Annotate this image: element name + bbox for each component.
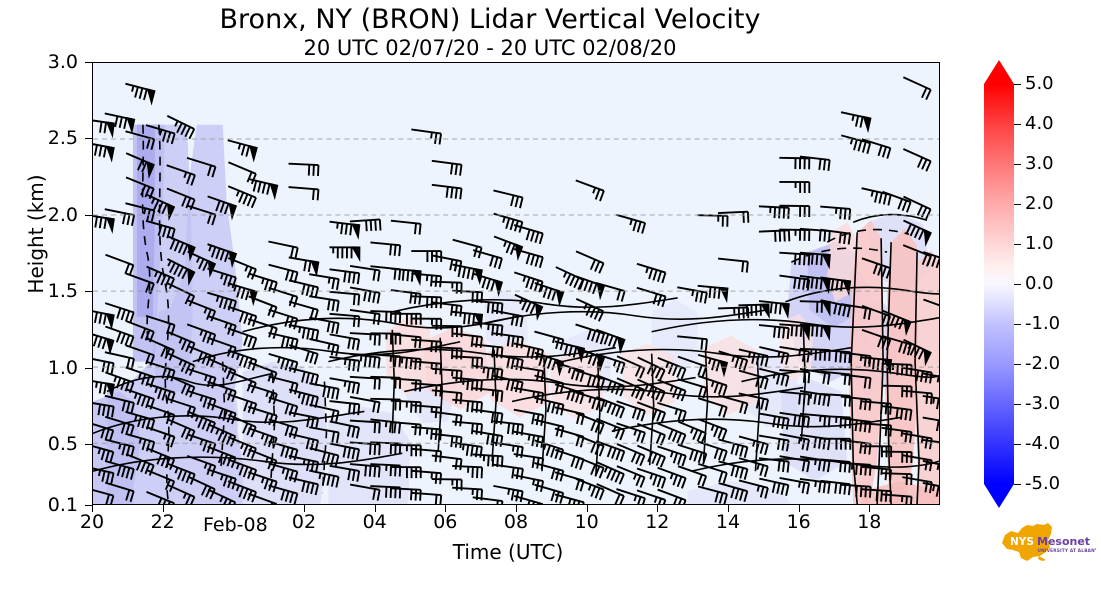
logo-name: Mesonet (1037, 535, 1090, 548)
y-tick-label-6: 3.0 (47, 51, 78, 73)
colorbar-tick-label-4: 1.0 (1025, 233, 1054, 254)
colorbar-extend-bottom-arrow (984, 484, 1014, 508)
y-tick-label-1: 0.5 (47, 433, 78, 455)
colorbar-tick-label-2: 3.0 (1025, 153, 1054, 174)
colorbar-tick-label-5: 0.0 (1025, 273, 1054, 294)
colorbar-tick-label-7: -2.0 (1025, 353, 1061, 374)
y-tick-label-2: 1.0 (47, 356, 78, 379)
x-tick-label-5: 08 (503, 511, 529, 533)
x-tick-label-1: 22 (150, 511, 175, 533)
x-tick-label-3: 04 (362, 511, 387, 533)
gridlines (93, 138, 939, 444)
y-tick-label-5: 2.5 (47, 127, 78, 150)
velocity-field (93, 63, 939, 504)
chart-title: Bronx, NY (BRON) Lidar Vertical Velocity (219, 4, 761, 35)
x-axis-title: Time (UTC) (452, 540, 564, 564)
negative-velocity-regions (93, 124, 932, 504)
x-tick-label-0: 20 (79, 511, 105, 533)
colorbar: 5.0 4.0 3.0 2.0 1.0 0.0 -1.0 -2.0 -3.0 -… (984, 60, 1060, 510)
colorbar-tick-label-6: -1.0 (1025, 313, 1061, 334)
colorbar-tick-label-8: -3.0 (1025, 393, 1061, 414)
colorbar-tick-label-10: -5.0 (1025, 473, 1061, 494)
x-tick-label-8: 14 (715, 511, 741, 533)
logo-affiliation: UNIVERSITY AT ALBANY (1038, 548, 1097, 554)
colorbar-tick-label-9: -4.0 (1025, 433, 1061, 454)
x-tick-label-4: 06 (433, 511, 458, 533)
colorbar-tick-label-3: 2.0 (1025, 193, 1054, 214)
nys-mesonet-logo: NYS Mesonet UNIVERSITY AT ALBANY (1002, 523, 1097, 561)
x-tick-label-2: 02 (291, 511, 317, 533)
chart-subtitle: 20 UTC 02/07/20 - 20 UTC 02/08/20 (303, 36, 677, 60)
logo-state-label: NYS (1010, 536, 1034, 548)
y-tick-label-3: 1.5 (47, 280, 78, 302)
plot-area (92, 62, 940, 505)
x-tick-label-10: 18 (857, 511, 882, 533)
ny-state-shape-icon (1002, 523, 1052, 561)
colorbar-tick-label-1: 4.0 (1025, 113, 1054, 134)
colorbar-extend-top-arrow (984, 60, 1014, 84)
x-tick-label-6: 10 (574, 511, 599, 533)
colorbar-tick-label-0: 5.0 (1025, 73, 1054, 94)
x-tick-label-7: 12 (645, 511, 670, 533)
wind-barbs (93, 76, 939, 504)
y-axis-title: Height (km) (24, 174, 48, 294)
x-tick-label-9: 16 (786, 511, 811, 533)
colorbar-gradient (984, 84, 1014, 484)
y-tick-label-0: 0.1 (47, 494, 78, 516)
x-day-label: Feb-08 (203, 514, 268, 536)
y-tick-label-4: 2.0 (47, 203, 78, 226)
